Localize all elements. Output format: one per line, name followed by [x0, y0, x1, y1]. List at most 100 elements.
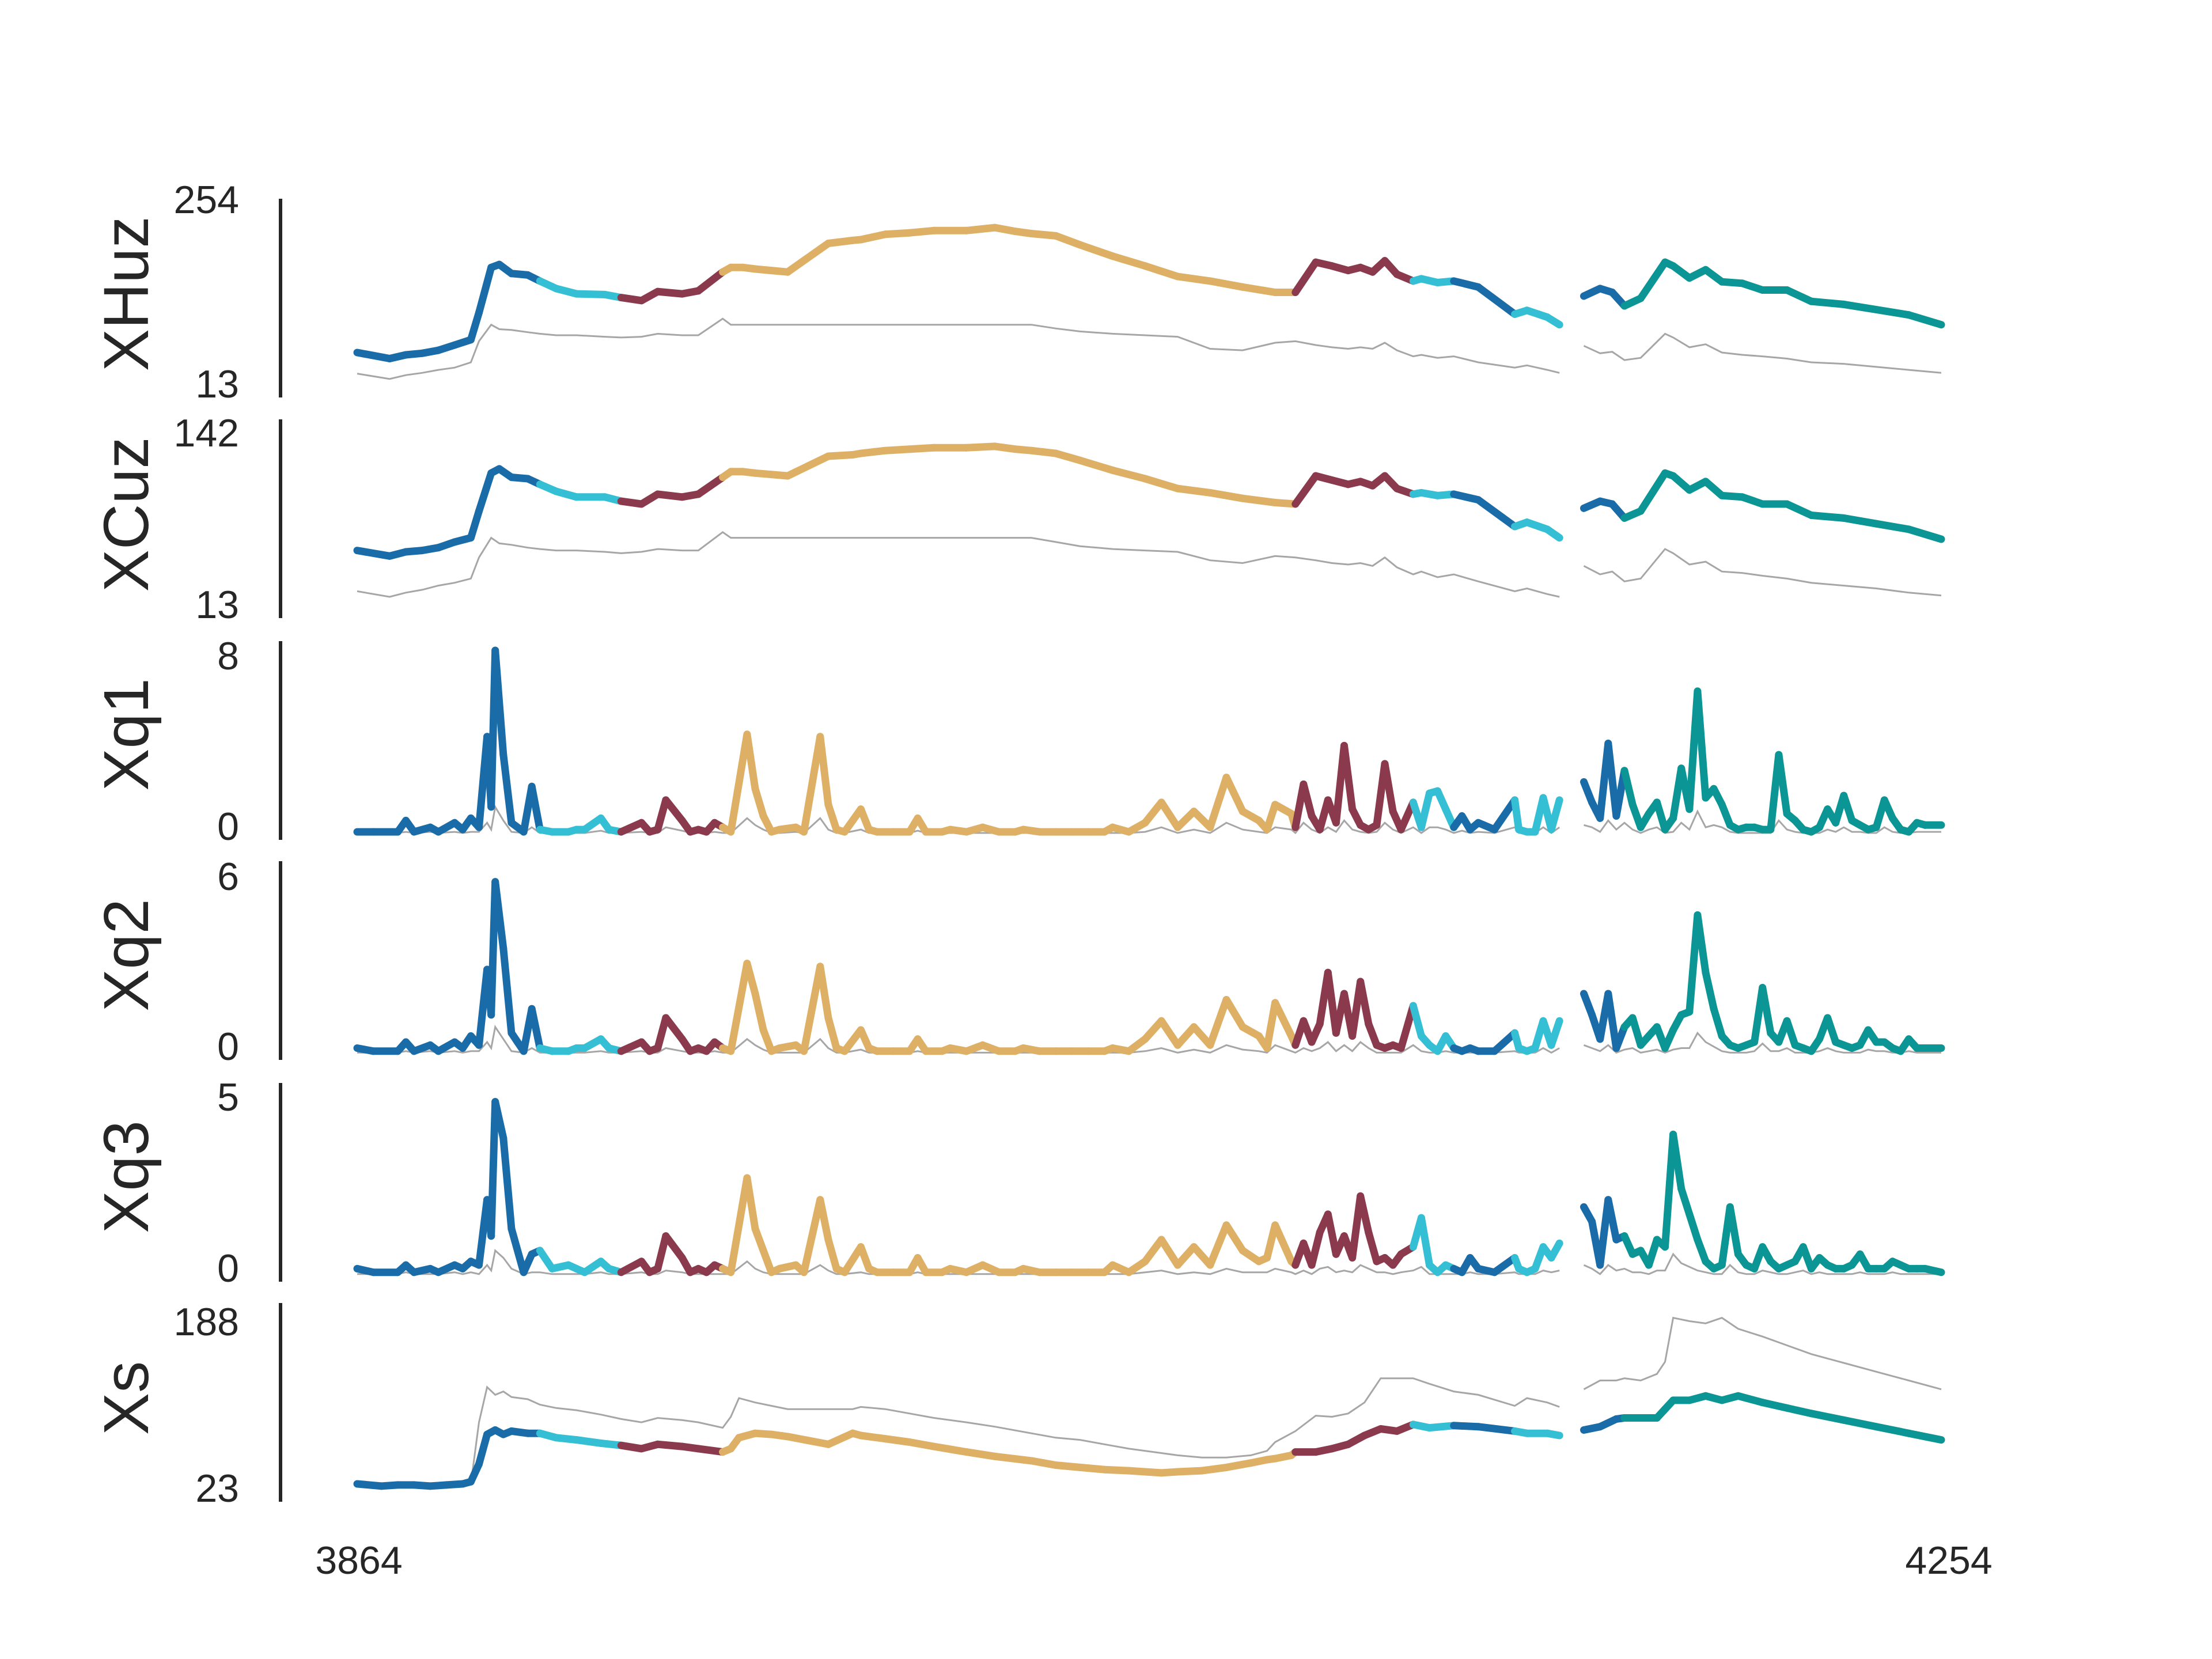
panel-3-reference-line	[1583, 1031, 1941, 1054]
panel-3-series-segment	[1206, 996, 1230, 1049]
panel-5-series-segment	[475, 1430, 491, 1468]
panel-4-series-segment	[1726, 1203, 1742, 1258]
panel-1-series-segment	[1637, 469, 1669, 515]
panel-5-series-segment	[1450, 1422, 1482, 1431]
panel-2-series-segment	[1775, 751, 1791, 818]
panel-4-series-segment	[1677, 1185, 1694, 1218]
panel-0-series-segment	[963, 224, 999, 234]
panel-2-series-segment	[840, 805, 865, 836]
panel-4-series-segment	[1222, 1221, 1247, 1255]
panel-1-ytick-bottom: 13	[195, 583, 239, 627]
panel-5-series-segment	[930, 1442, 971, 1456]
panel-5-series-segment	[1474, 1423, 1519, 1435]
panel-0-series-segment	[824, 236, 857, 247]
panel-1-reference-line	[357, 531, 1560, 598]
panel-0-series-segment	[694, 268, 727, 295]
panel-5-series-segment	[906, 1438, 938, 1450]
panel-3-series-segment	[1365, 1020, 1381, 1049]
panel-4-series-segment	[1324, 1210, 1340, 1258]
panel-2-series-segment	[743, 730, 759, 793]
panel-4-series-segment	[751, 1225, 767, 1255]
panel-2-series-segment	[491, 646, 507, 759]
panel-3-series-segment	[1357, 978, 1373, 1028]
panel-0-series-segment	[1840, 300, 1880, 313]
panel-3-series-segment	[1612, 1023, 1628, 1052]
panel-5-ytick-bottom: 23	[195, 1467, 239, 1510]
panel-4-series-segment	[824, 1236, 840, 1272]
panel-1-series-segment	[1474, 496, 1519, 531]
panel-4-series-segment	[1694, 1236, 1710, 1266]
panel-0-reference-line	[1583, 332, 1942, 374]
panel-3-series-segment	[654, 1014, 670, 1052]
panel-5-series-segment	[1028, 1457, 1060, 1469]
panel-1-series-segment	[467, 507, 483, 542]
panel-2-reference-line	[1584, 809, 1941, 834]
panel-3-series-segment	[1580, 990, 1596, 1019]
panel-1-series-segment	[1109, 466, 1149, 483]
panel-1-series-segment	[475, 469, 495, 515]
panel-3-series-segment	[491, 878, 507, 952]
panel-4-series-segment	[1173, 1243, 1198, 1269]
panel-1-series-segment	[881, 445, 914, 454]
panel-3-series-segment	[1397, 1002, 1417, 1052]
panel-2-series-segment	[1490, 796, 1519, 834]
panel-0-ytick-bottom: 13	[195, 362, 239, 406]
panel-5-series-segment	[1426, 1422, 1458, 1432]
panel-3-series-segment	[1173, 1023, 1198, 1049]
panel-5-series-segment	[1807, 1410, 1848, 1424]
panel-2-series-segment	[1340, 741, 1357, 813]
panel-2-series-segment	[1263, 801, 1279, 834]
panel-2-plot	[353, 646, 1945, 836]
panel-0-series-segment	[1905, 311, 1945, 329]
panel-4-series-segment	[1547, 1239, 1563, 1262]
panel-4-series-segment	[1357, 1192, 1373, 1236]
panel-4-ytick-top: 5	[217, 1075, 239, 1119]
panel-1-label: XCuz	[91, 437, 162, 592]
panel-5-series-segment	[1125, 1467, 1165, 1477]
panel-0-series-segment	[1109, 252, 1149, 270]
panel-5-series-segment	[1872, 1423, 1913, 1437]
panel-0-series-segment	[654, 287, 686, 298]
panel-2-series-segment	[1620, 767, 1637, 809]
panel-0-series-segment	[475, 263, 495, 317]
panel-1-series-segment	[1807, 512, 1848, 522]
panel-2-series-segment	[800, 733, 824, 836]
panel-2-series-segment	[1417, 789, 1433, 831]
panel-2-series-segment	[1157, 798, 1181, 831]
panel-xs: Xs 188 23	[91, 1300, 1945, 1510]
panel-3-series-segment	[824, 1014, 840, 1052]
panel-3-series-segment	[1263, 999, 1279, 1052]
panel-4-series-segment	[857, 1243, 873, 1272]
panel-3-series-segment	[1628, 1014, 1645, 1049]
panel-5-series-segment	[654, 1440, 686, 1450]
panel-5-series-segment	[694, 1445, 727, 1456]
panel-1-reference-line	[1583, 548, 1942, 597]
panel-2-series-segment	[824, 801, 840, 834]
panel-4-series-segment	[499, 1134, 516, 1233]
panel-1-series-segment	[1173, 484, 1214, 497]
panel-3-label: Xq2	[91, 899, 162, 1012]
panel-4-series-segment	[654, 1232, 670, 1272]
panel-1-series-segment	[1206, 488, 1247, 502]
panel-4-series-segment	[617, 1257, 646, 1277]
x-axis: 3864 4254	[315, 1539, 1992, 1582]
panel-5-series-segment	[1734, 1392, 1767, 1407]
panel-4-series-segment	[1271, 1221, 1296, 1266]
panel-4-label: Xq3	[91, 1120, 162, 1233]
panel-0-series-segment	[1291, 258, 1320, 296]
panel-5-series-segment	[1840, 1416, 1880, 1431]
panel-4-series-segment	[743, 1174, 759, 1233]
panel-3-series-segment	[751, 990, 767, 1034]
panel-4-reference-line	[1583, 1252, 1941, 1275]
panel-0-series-segment	[1474, 283, 1519, 318]
panel-4-series-segment	[1921, 1264, 1945, 1277]
panel-2-label: Xq1	[91, 678, 162, 791]
panel-4-series-segment	[1141, 1236, 1165, 1266]
panel-xq1: Xq1 8 0	[91, 634, 1945, 849]
panel-0-series-segment	[1173, 272, 1214, 285]
panel-5-ytick-top: 188	[174, 1300, 239, 1344]
panel-3-series-segment	[1222, 996, 1247, 1031]
panel-5-series-segment	[1198, 1463, 1230, 1475]
panel-0-series-segment	[1872, 306, 1913, 319]
panel-1-series-segment	[963, 442, 999, 452]
